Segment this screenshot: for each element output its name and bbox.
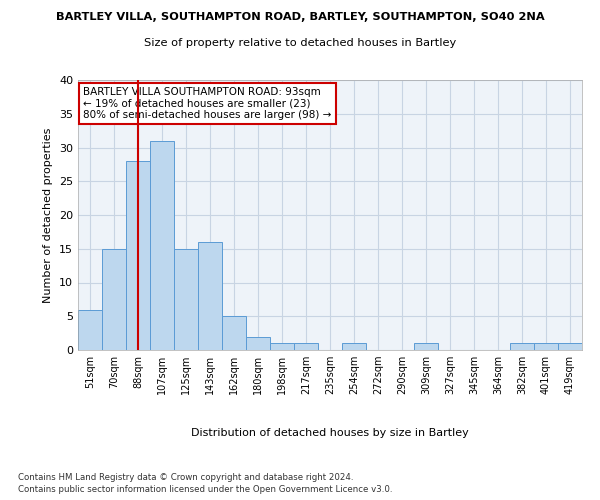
Bar [558,344,582,350]
Bar [270,344,294,350]
Bar [510,344,534,350]
Bar [198,242,222,350]
Bar [102,249,126,350]
Text: BARTLEY VILLA, SOUTHAMPTON ROAD, BARTLEY, SOUTHAMPTON, SO40 2NA: BARTLEY VILLA, SOUTHAMPTON ROAD, BARTLEY… [56,12,544,22]
Bar [534,344,558,350]
Bar [294,344,318,350]
Bar [126,161,150,350]
Text: Contains public sector information licensed under the Open Government Licence v3: Contains public sector information licen… [18,485,392,494]
Text: BARTLEY VILLA SOUTHAMPTON ROAD: 93sqm
← 19% of detached houses are smaller (23)
: BARTLEY VILLA SOUTHAMPTON ROAD: 93sqm ← … [83,87,331,120]
Bar [414,344,438,350]
Bar [150,141,174,350]
Bar [246,336,270,350]
Bar [342,344,366,350]
Text: Contains HM Land Registry data © Crown copyright and database right 2024.: Contains HM Land Registry data © Crown c… [18,472,353,482]
Text: Size of property relative to detached houses in Bartley: Size of property relative to detached ho… [144,38,456,48]
Bar [174,249,198,350]
Text: Distribution of detached houses by size in Bartley: Distribution of detached houses by size … [191,428,469,438]
Y-axis label: Number of detached properties: Number of detached properties [43,128,53,302]
Bar [222,316,246,350]
Bar [78,310,102,350]
